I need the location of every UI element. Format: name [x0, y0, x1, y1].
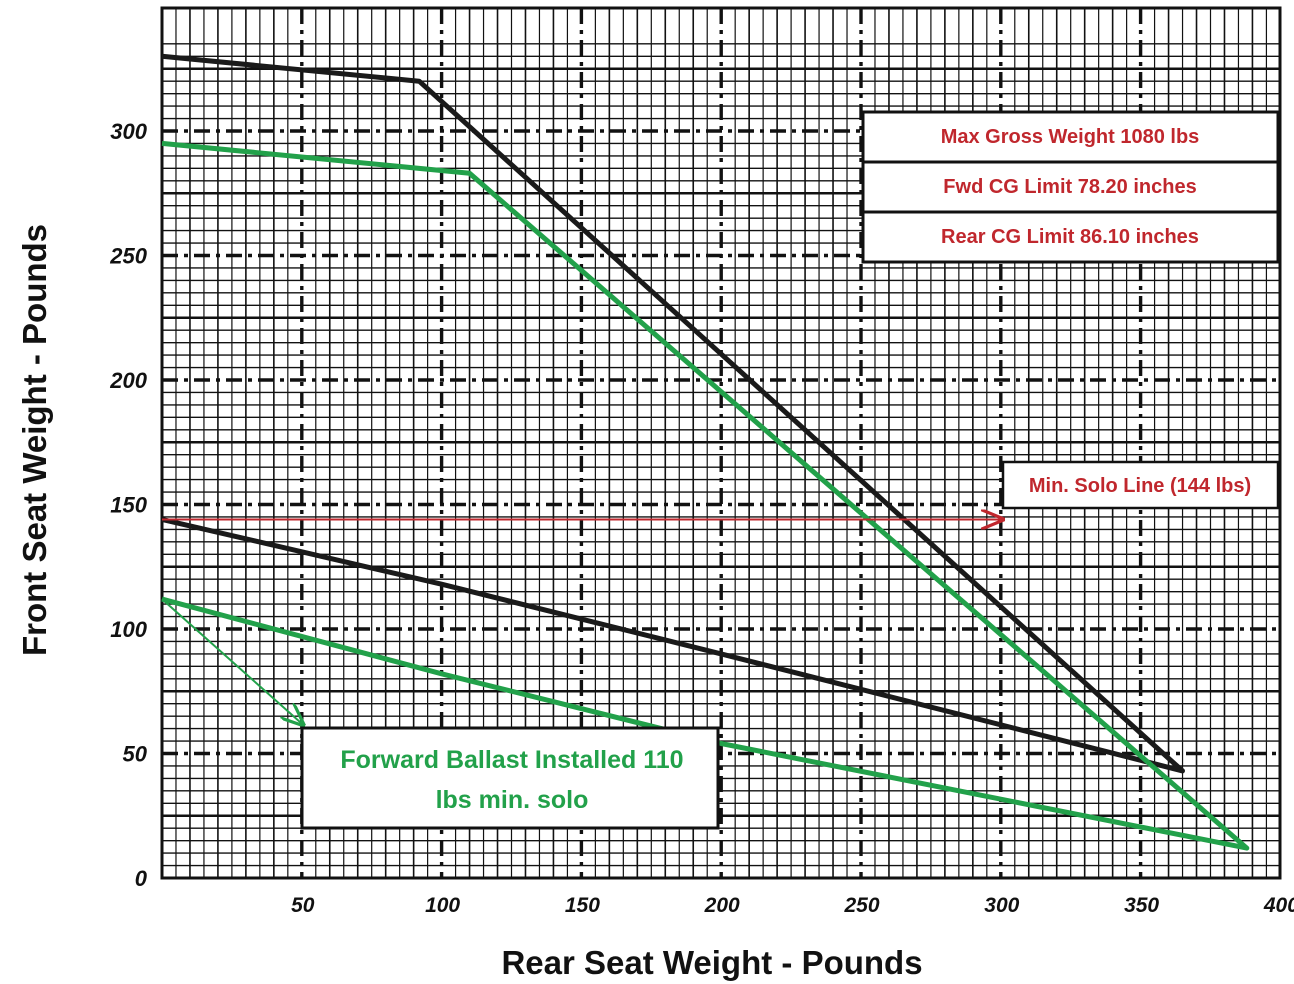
- y-tick-label: 100: [110, 617, 147, 642]
- cg-envelope-line: [161, 53, 1185, 774]
- x-tick-label: 250: [843, 894, 879, 917]
- x-tick-labels: 50 100 150 200 250 300 350 400: [291, 894, 1294, 917]
- y-axis-label: Front Seat Weight - Pounds: [16, 224, 53, 656]
- y-tick-labels: 0 50 100 150 200 250 300: [109, 119, 147, 891]
- limits-box: Max Gross Weight 1080 lbs Fwd CG Limit 7…: [861, 110, 1280, 264]
- y-tick-label: 50: [123, 742, 148, 767]
- x-tick-label: 300: [984, 894, 1019, 917]
- arrow-layer: [161, 519, 1001, 724]
- max-gross-label: Max Gross Weight 1080 lbs: [941, 126, 1200, 148]
- x-tick-label: 100: [425, 894, 460, 917]
- y-tick-label: 0: [135, 866, 148, 891]
- x-tick-label: 350: [1124, 894, 1159, 917]
- x-tick-label: 50: [291, 894, 315, 917]
- x-axis-label: Rear Seat Weight - Pounds: [501, 944, 922, 981]
- ballast-box: Forward Ballast Installed 110 lbs min. s…: [300, 726, 720, 830]
- x-tick-label: 400: [1263, 894, 1294, 917]
- fwd-cg-label: Fwd CG Limit 78.20 inches: [943, 176, 1196, 198]
- series-layer: [161, 53, 1250, 851]
- y-tick-label: 150: [110, 493, 147, 518]
- ballast-label-line2: lbs min. solo: [436, 786, 589, 814]
- rear-cg-label: Rear CG Limit 86.10 inches: [941, 226, 1199, 248]
- rear-cg-box: [861, 210, 1280, 264]
- min-solo-box: Min. Solo Line (144 lbs): [1001, 460, 1280, 510]
- y-tick-label: 250: [109, 244, 147, 269]
- plot-frame: [160, 6, 1282, 880]
- y-tick-label: 200: [109, 368, 147, 393]
- min-solo-label: Min. Solo Line (144 lbs): [1029, 475, 1251, 497]
- fwd-cg-box: [861, 160, 1280, 214]
- max-gross-box: [861, 110, 1280, 164]
- ballast-label-line1: Forward Ballast Installed 110: [340, 746, 683, 774]
- ballast-arrow: [161, 598, 302, 724]
- min-solo-frame: [1001, 460, 1280, 510]
- y-tick-label: 300: [110, 119, 147, 144]
- x-tick-label: 150: [565, 894, 600, 917]
- ballast-frame: [300, 726, 720, 830]
- ballast-envelope-line: [161, 140, 1250, 851]
- x-tick-label: 200: [704, 894, 740, 917]
